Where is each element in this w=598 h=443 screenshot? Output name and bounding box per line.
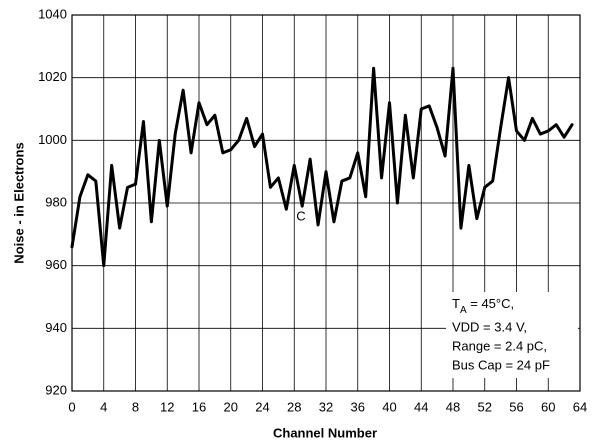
- curve-label: C: [296, 208, 305, 223]
- x-tick-label: 0: [68, 399, 75, 414]
- temp-symbol: T: [452, 296, 460, 311]
- temp-text: = 45°C,: [467, 296, 514, 311]
- temp-subscript: A: [460, 305, 467, 316]
- x-tick-label: 32: [319, 399, 333, 414]
- conditions-line: Range = 2.4 pC,: [452, 338, 547, 353]
- x-tick-label: 40: [382, 399, 396, 414]
- y-tick-label: 940: [45, 320, 67, 335]
- x-tick-label: 4: [100, 399, 107, 414]
- conditions-box: [446, 292, 578, 378]
- conditions-line: Bus Cap = 24 pF: [452, 357, 550, 372]
- y-tick-label: 960: [45, 257, 67, 272]
- y-tick-label: 1020: [38, 69, 67, 84]
- x-tick-label: 20: [224, 399, 238, 414]
- conditions-temp: TA = 45°C,: [452, 296, 514, 315]
- conditions-line: VDD = 3.4 V,: [452, 319, 527, 334]
- x-tick-label: 28: [287, 399, 301, 414]
- x-tick-label: 52: [478, 399, 492, 414]
- x-tick-label: 8: [132, 399, 139, 414]
- x-tick-label: 64: [573, 399, 587, 414]
- data-line: [70, 66, 574, 268]
- y-axis-label: Noise - in Electrons: [11, 142, 26, 263]
- x-tick-label: 56: [509, 399, 523, 414]
- y-tick-label: 1040: [38, 6, 67, 21]
- x-tick-label: 60: [541, 399, 555, 414]
- y-tick-label: 980: [45, 194, 67, 209]
- y-tick-label: 920: [45, 382, 67, 397]
- x-tick-label: 36: [351, 399, 365, 414]
- x-axis-label: Channel Number: [273, 425, 377, 440]
- x-tick-label: 24: [255, 399, 269, 414]
- x-tick-label: 16: [192, 399, 206, 414]
- x-tick-label: 12: [160, 399, 174, 414]
- x-tick-label: 44: [414, 399, 428, 414]
- x-tick-label: 48: [446, 399, 460, 414]
- plot-frame: [71, 14, 581, 392]
- y-tick-label: 1000: [38, 132, 67, 147]
